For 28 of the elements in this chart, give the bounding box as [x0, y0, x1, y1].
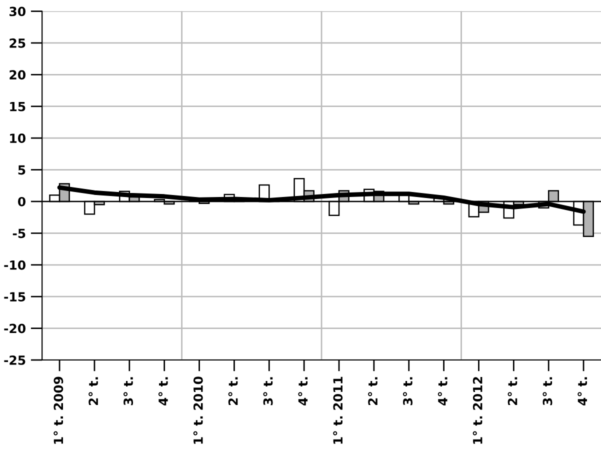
x-tick-label: 3° t.	[402, 377, 412, 406]
y-tick-label: 5	[18, 165, 26, 175]
x-tick-label: 2° t.	[228, 377, 238, 406]
x-tick-label: 3° t.	[542, 377, 552, 406]
y-tick-label: -25	[4, 355, 26, 365]
x-tick-label: 4° t.	[158, 377, 168, 406]
y-tick-label: 0	[18, 196, 26, 206]
y-tick-label: 15	[10, 102, 26, 112]
x-tick-label: 1° t. 2010	[193, 376, 203, 444]
y-tick-label: 20	[10, 70, 26, 80]
x-tick-label: 4° t.	[578, 377, 587, 406]
y-tick-label: -20	[4, 324, 26, 334]
y-tick-label: 10	[10, 134, 26, 143]
x-tick-label: 1° t. 2009	[54, 376, 64, 444]
x-tick-label: 2° t.	[88, 377, 98, 406]
x-tick-label: 4° t.	[298, 377, 308, 406]
x-tick-label: 1° t. 2011	[333, 376, 343, 444]
y-tick-label: 25	[10, 38, 26, 48]
x-tick-label: 3° t.	[123, 377, 134, 406]
x-tick-label: 3° t.	[263, 377, 273, 406]
y-tick-label: 30	[10, 6, 26, 16]
x-tick-label: 4° t.	[438, 377, 448, 406]
y-tick-label: -5	[12, 228, 26, 238]
x-tick-label: 1° t. 2012	[472, 377, 482, 444]
x-tick-label: 2° t.	[508, 377, 518, 406]
x-tick-label: 2° t.	[368, 377, 378, 406]
y-tick-label: -10	[4, 260, 26, 270]
y-tick-label: -15	[4, 292, 26, 302]
